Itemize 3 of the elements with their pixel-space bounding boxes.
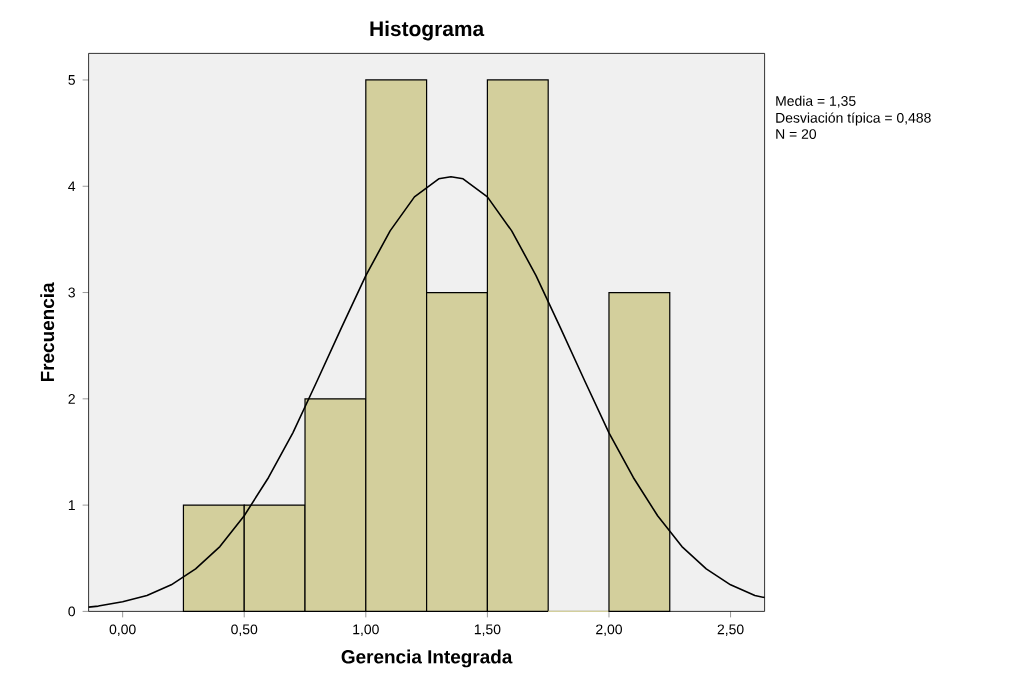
y-axis-title: Frecuencia bbox=[40, 282, 55, 382]
chart-title: Histograma bbox=[370, 20, 485, 41]
x-axis-title: Gerencia Integrada bbox=[341, 649, 513, 668]
